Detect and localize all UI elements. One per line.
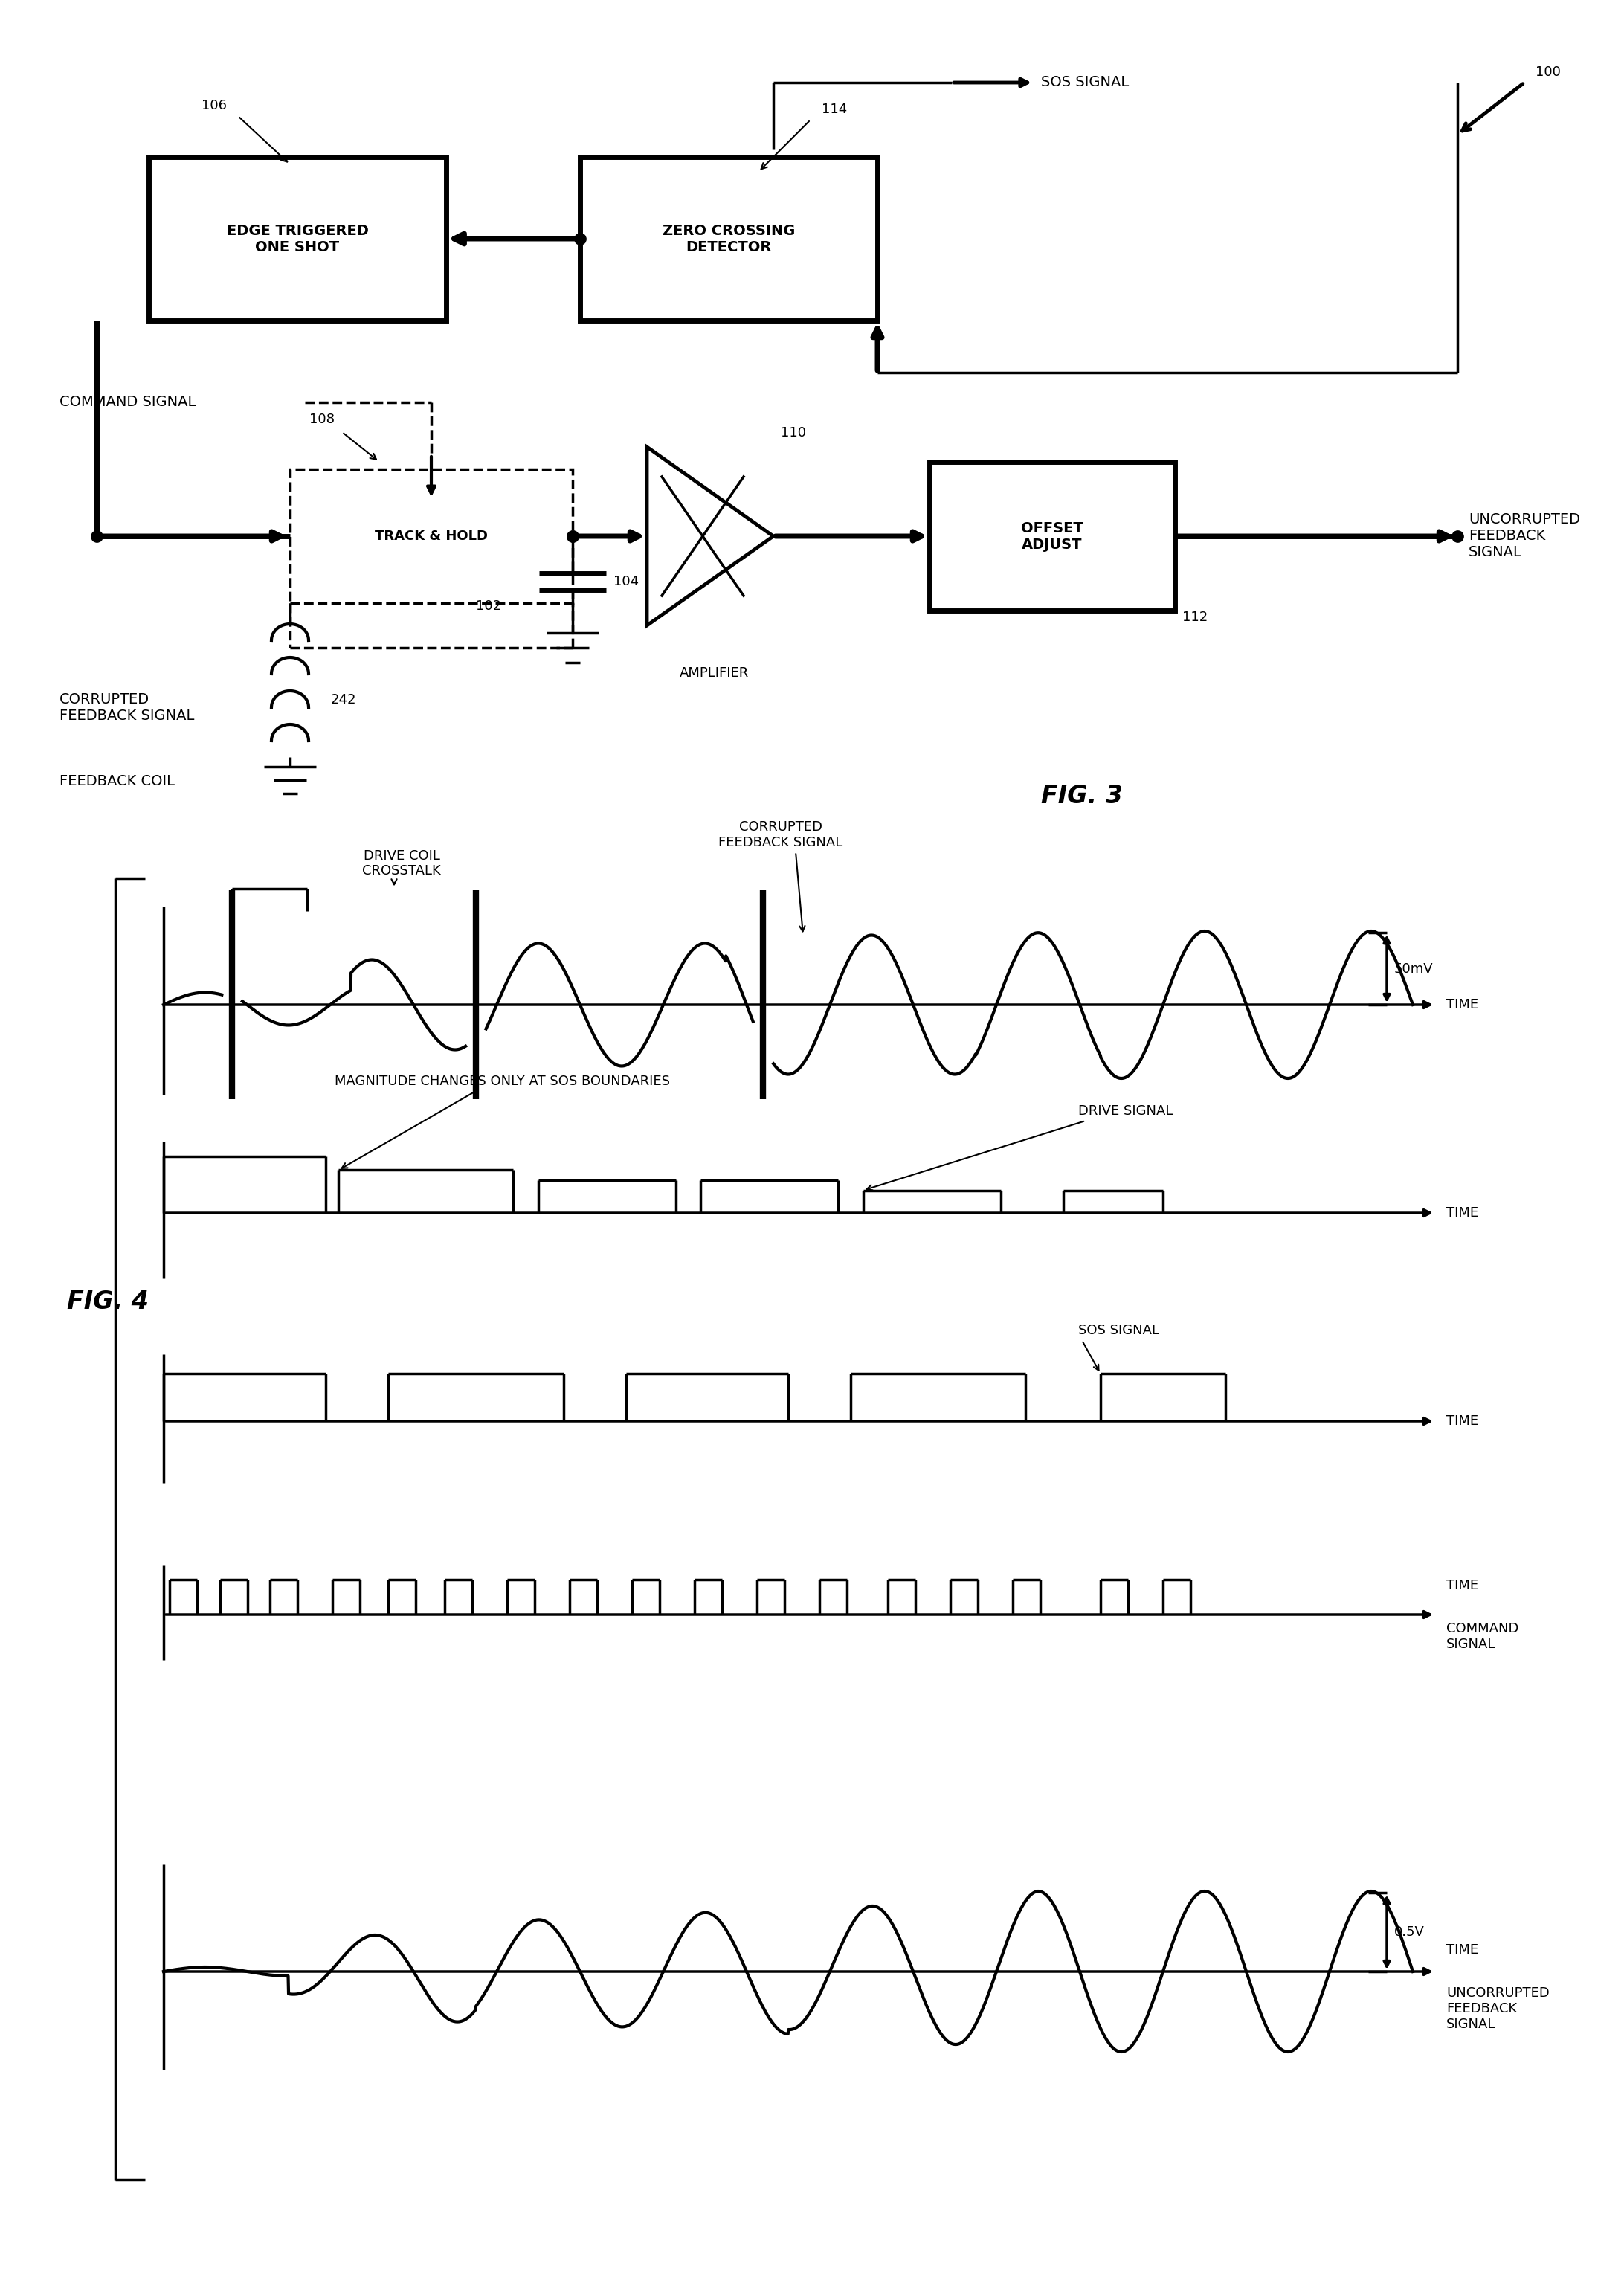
Text: TRACK & HOLD: TRACK & HOLD (375, 529, 487, 542)
Text: TIME: TIME (1447, 998, 1478, 1012)
Text: 0.5V: 0.5V (1395, 1926, 1424, 1940)
Bar (929, 463, 1174, 610)
Text: 106: 106 (201, 100, 227, 111)
Text: 114: 114 (822, 102, 848, 116)
Text: FEEDBACK COIL: FEEDBACK COIL (60, 774, 175, 787)
Text: TIME: TIME (1447, 1942, 1478, 1956)
Text: CORRUPTED
FEEDBACK SIGNAL: CORRUPTED FEEDBACK SIGNAL (60, 692, 195, 722)
Bar (149, 157, 447, 320)
Text: DRIVE SIGNAL: DRIVE SIGNAL (1078, 1105, 1173, 1119)
Text: COMMAND
SIGNAL: COMMAND SIGNAL (1447, 1622, 1518, 1652)
Text: SOS SIGNAL: SOS SIGNAL (1078, 1325, 1160, 1336)
Text: FIG. 3: FIG. 3 (1041, 785, 1122, 808)
Text: TIME: TIME (1447, 1579, 1478, 1593)
Text: COMMAND SIGNAL: COMMAND SIGNAL (60, 395, 197, 408)
Text: OFFSET
ADJUST: OFFSET ADJUST (1021, 522, 1083, 551)
Text: 104: 104 (614, 574, 638, 588)
Text: AMPLIFIER: AMPLIFIER (679, 667, 749, 681)
Text: UNCORRUPTED
FEEDBACK
SIGNAL: UNCORRUPTED FEEDBACK SIGNAL (1468, 513, 1580, 560)
Text: 110: 110 (781, 427, 806, 440)
Text: UNCORRUPTED
FEEDBACK
SIGNAL: UNCORRUPTED FEEDBACK SIGNAL (1447, 1985, 1549, 2031)
Text: SOS SIGNAL: SOS SIGNAL (1041, 75, 1129, 88)
Bar (291, 470, 573, 604)
Text: 112: 112 (1182, 610, 1208, 624)
Text: 100: 100 (1536, 66, 1561, 79)
Bar (580, 157, 877, 320)
Text: CORRUPTED
FEEDBACK SIGNAL: CORRUPTED FEEDBACK SIGNAL (718, 821, 843, 849)
Text: EDGE TRIGGERED
ONE SHOT: EDGE TRIGGERED ONE SHOT (226, 222, 369, 254)
Text: TIME: TIME (1447, 1207, 1478, 1221)
Text: ZERO CROSSING
DETECTOR: ZERO CROSSING DETECTOR (663, 222, 796, 254)
Text: FIG. 4: FIG. 4 (67, 1291, 149, 1314)
Text: 242: 242 (331, 692, 357, 706)
Text: TIME: TIME (1447, 1414, 1478, 1427)
Text: 102: 102 (476, 599, 502, 613)
Text: DRIVE COIL
CROSSTALK: DRIVE COIL CROSSTALK (362, 849, 440, 878)
Text: 50mV: 50mV (1395, 962, 1434, 976)
Text: 108: 108 (309, 413, 335, 427)
Text: MAGNITUDE CHANGES ONLY AT SOS BOUNDARIES: MAGNITUDE CHANGES ONLY AT SOS BOUNDARIES (335, 1076, 671, 1089)
